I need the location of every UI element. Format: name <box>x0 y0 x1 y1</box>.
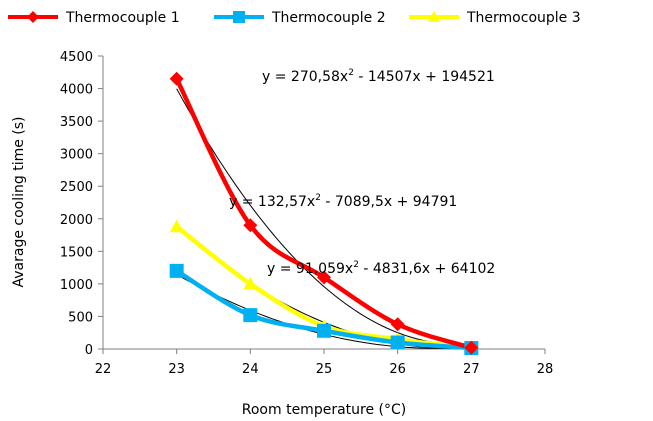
series-2-point <box>243 308 258 323</box>
equation-exponent: 2 <box>315 193 321 203</box>
y-tick-label: 500 <box>68 310 93 325</box>
trendline-1 <box>176 88 472 345</box>
legend-marker <box>27 11 39 23</box>
y-tick-label: 2000 <box>60 213 93 228</box>
x-tick-label: 28 <box>537 362 554 377</box>
equation-part: - 4831,6x + 64102 <box>359 261 495 277</box>
trendline-equation-1: y = 270,58x2 - 14507x + 194521 <box>262 68 495 85</box>
series-3-point <box>169 219 184 233</box>
equation-part: - 14507x + 194521 <box>354 69 495 85</box>
series-lines <box>174 77 473 351</box>
series-1-point <box>390 317 405 332</box>
equation-part: y = 270,58x <box>262 69 348 85</box>
y-tick-label: 3000 <box>60 148 93 163</box>
y-tick-label: 1000 <box>60 278 93 293</box>
series-1-point <box>317 270 331 285</box>
series-2-point <box>169 263 184 278</box>
equation-part: y = 91,059x <box>267 261 353 277</box>
series-1-point <box>243 218 258 233</box>
legend-marker <box>428 11 440 22</box>
x-tick-label: 25 <box>316 362 333 377</box>
trendline-equation-2: y = 132,57x2 - 7089,5x + 94791 <box>229 193 457 210</box>
x-tick-label: 23 <box>168 362 185 377</box>
y-tick-label: 3500 <box>60 115 93 130</box>
x-tick-label: 27 <box>463 362 480 377</box>
series-2-point <box>390 335 405 350</box>
series-1-point <box>464 340 479 355</box>
trendline-equation-3: y = 91,059x2 - 4831,6x + 64102 <box>267 260 495 277</box>
y-tick-label: 2500 <box>60 180 93 195</box>
series-markers <box>169 71 479 356</box>
x-ticks: 22 23 24 25 26 27 28 <box>95 349 554 377</box>
series-2-point <box>317 323 331 338</box>
y-tick-label: 4000 <box>60 83 93 98</box>
x-tick-label: 26 <box>389 362 406 377</box>
legend-marker <box>233 11 245 23</box>
series-3-point <box>243 276 258 290</box>
equation-exponent: 2 <box>348 68 354 78</box>
series-1-point <box>169 71 184 86</box>
legend-label: Thermocouple 3 <box>466 10 581 26</box>
y-tick-label: 4500 <box>60 50 93 65</box>
equation-exponent: 2 <box>353 260 359 270</box>
equation-part: y = 132,57x <box>229 194 315 210</box>
x-tick-label: 22 <box>95 362 112 377</box>
y-tick-label: 1500 <box>60 245 93 260</box>
legend-label: Thermocouple 1 <box>65 10 180 26</box>
y-ticks: 0 500 1000 1500 2000 2500 3000 3500 4000 4500 <box>60 50 103 358</box>
x-tick-label: 24 <box>242 362 259 377</box>
equation-part: - 7089,5x + 94791 <box>321 194 457 210</box>
y-tick-label: 0 <box>85 343 93 358</box>
legend-label: Thermocouple 2 <box>271 10 386 26</box>
y-axis-title: Avarage cooling time (s) <box>11 116 27 287</box>
legend: Thermocouple 1 Thermocouple 2 Thermocouple… <box>8 10 581 26</box>
trendlines <box>176 88 472 349</box>
x-axis-title: Room temperature (°C) <box>242 402 406 418</box>
series-line-1 <box>174 77 473 350</box>
